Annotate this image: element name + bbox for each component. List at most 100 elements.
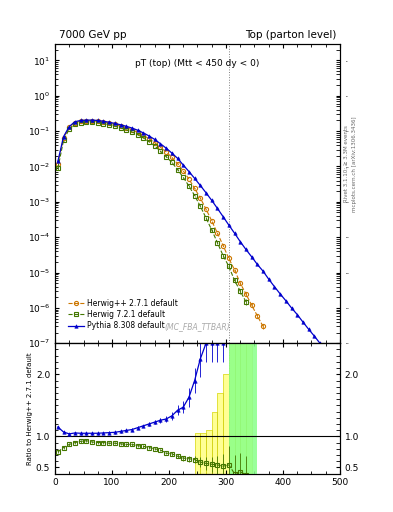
Pythia 8.308 default xyxy=(244,246,248,252)
Bar xyxy=(246,343,252,474)
Herwig++ 2.7.1 default xyxy=(90,118,94,124)
Pythia 8.308 default xyxy=(112,120,117,126)
Herwig 7.2.1 default xyxy=(84,119,89,125)
Herwig++ 2.7.1 default xyxy=(130,126,134,133)
Herwig 7.2.1 default xyxy=(221,252,226,259)
Pythia 8.308 default xyxy=(101,118,106,124)
Pythia 8.308 default xyxy=(181,162,185,168)
Herwig 7.2.1 default xyxy=(112,123,117,129)
Bar xyxy=(235,343,240,474)
Pythia 8.308 default xyxy=(272,284,277,290)
Herwig 7.2.1 default xyxy=(169,159,174,165)
Bar xyxy=(212,412,217,474)
Pythia 8.308 default xyxy=(226,222,231,228)
Bar xyxy=(206,430,212,474)
Text: pT (top) (Mtt < 450 dy < 0): pT (top) (Mtt < 450 dy < 0) xyxy=(135,58,260,68)
Pythia 8.308 default xyxy=(84,117,89,123)
Pythia 8.308 default xyxy=(329,359,334,365)
Pythia 8.308 default xyxy=(175,155,180,161)
Pythia 8.308 default xyxy=(289,305,294,311)
Herwig++ 2.7.1 default xyxy=(261,324,265,330)
Pythia 8.308 default xyxy=(261,268,265,274)
Herwig 7.2.1 default xyxy=(204,215,208,221)
Pythia 8.308 default xyxy=(192,175,197,181)
Herwig 7.2.1 default xyxy=(158,148,163,154)
Line: Pythia 8.308 default: Pythia 8.308 default xyxy=(56,118,339,380)
Line: Herwig 7.2.1 default: Herwig 7.2.1 default xyxy=(55,120,248,304)
Herwig++ 2.7.1 default xyxy=(187,176,191,182)
Bar xyxy=(212,412,217,474)
Herwig++ 2.7.1 default xyxy=(204,206,208,212)
Pythia 8.308 default xyxy=(187,168,191,175)
Y-axis label: Ratio to Herwig++ 2.7.1 default: Ratio to Herwig++ 2.7.1 default xyxy=(27,352,33,465)
Herwig++ 2.7.1 default xyxy=(78,118,83,124)
Herwig++ 2.7.1 default xyxy=(135,129,140,135)
Herwig 7.2.1 default xyxy=(90,119,94,125)
Pythia 8.308 default xyxy=(249,253,254,260)
Pythia 8.308 default xyxy=(204,190,208,196)
Herwig 7.2.1 default xyxy=(164,154,169,160)
Pythia 8.308 default xyxy=(278,291,283,297)
Herwig 7.2.1 default xyxy=(215,240,220,246)
Herwig++ 2.7.1 default xyxy=(221,243,226,249)
Pythia 8.308 default xyxy=(124,123,129,130)
Herwig++ 2.7.1 default xyxy=(244,291,248,297)
Herwig++ 2.7.1 default xyxy=(209,218,214,224)
Pythia 8.308 default xyxy=(141,130,146,136)
Herwig 7.2.1 default xyxy=(198,203,203,209)
Herwig 7.2.1 default xyxy=(181,175,185,181)
Bar xyxy=(235,343,240,474)
Pythia 8.308 default xyxy=(283,297,288,304)
Herwig++ 2.7.1 default xyxy=(118,123,123,129)
Herwig 7.2.1 default xyxy=(238,288,242,294)
Herwig 7.2.1 default xyxy=(61,137,66,143)
Text: mcplots.cern.ch [arXiv:1306.3436]: mcplots.cern.ch [arXiv:1306.3436] xyxy=(352,116,357,211)
Herwig 7.2.1 default xyxy=(101,121,106,127)
Herwig++ 2.7.1 default xyxy=(232,267,237,273)
Herwig 7.2.1 default xyxy=(67,126,72,132)
Bar xyxy=(217,393,223,474)
Pythia 8.308 default xyxy=(78,117,83,123)
Herwig++ 2.7.1 default xyxy=(84,118,89,124)
Pythia 8.308 default xyxy=(295,311,299,317)
Pythia 8.308 default xyxy=(312,333,317,339)
Pythia 8.308 default xyxy=(158,141,163,147)
Pythia 8.308 default xyxy=(147,133,151,139)
Herwig++ 2.7.1 default xyxy=(255,313,260,319)
Herwig++ 2.7.1 default xyxy=(158,144,163,151)
Herwig++ 2.7.1 default xyxy=(95,118,100,124)
Herwig++ 2.7.1 default xyxy=(73,119,77,125)
Text: (MC_FBA_TTBAR): (MC_FBA_TTBAR) xyxy=(165,322,230,331)
Line: Herwig++ 2.7.1 default: Herwig++ 2.7.1 default xyxy=(56,119,265,329)
Bar xyxy=(240,343,246,474)
Herwig++ 2.7.1 default xyxy=(164,148,169,155)
Herwig 7.2.1 default xyxy=(124,126,129,133)
Pythia 8.308 default xyxy=(238,239,242,245)
Bar xyxy=(229,343,235,474)
Bar xyxy=(200,433,206,474)
Herwig++ 2.7.1 default xyxy=(112,121,117,127)
Pythia 8.308 default xyxy=(95,117,100,123)
Herwig 7.2.1 default xyxy=(135,132,140,138)
Herwig 7.2.1 default xyxy=(192,193,197,199)
Pythia 8.308 default xyxy=(255,261,260,267)
Herwig++ 2.7.1 default xyxy=(238,280,242,286)
Bar xyxy=(195,433,200,474)
Pythia 8.308 default xyxy=(130,125,134,131)
Pythia 8.308 default xyxy=(209,197,214,203)
Herwig++ 2.7.1 default xyxy=(147,136,151,142)
Herwig++ 2.7.1 default xyxy=(192,185,197,191)
Herwig++ 2.7.1 default xyxy=(55,161,60,167)
Pythia 8.308 default xyxy=(152,136,157,142)
Bar xyxy=(246,343,252,474)
Herwig 7.2.1 default xyxy=(107,122,112,128)
Pythia 8.308 default xyxy=(55,158,60,164)
Herwig++ 2.7.1 default xyxy=(215,230,220,236)
Herwig++ 2.7.1 default xyxy=(175,161,180,167)
Bar xyxy=(200,433,206,474)
Bar xyxy=(252,343,257,474)
Bar xyxy=(229,343,235,474)
Herwig 7.2.1 default xyxy=(130,129,134,135)
Herwig 7.2.1 default xyxy=(147,139,151,145)
Text: 7000 GeV pp: 7000 GeV pp xyxy=(59,30,127,40)
